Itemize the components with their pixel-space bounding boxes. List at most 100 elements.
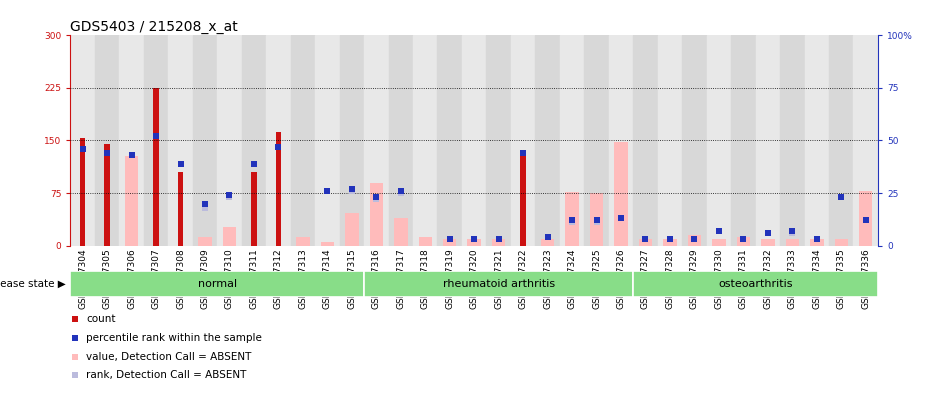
Bar [687, 235, 701, 246]
Bar [438, 35, 462, 246]
Bar [296, 237, 310, 246]
Bar [614, 142, 628, 246]
Bar [486, 35, 511, 246]
Bar [829, 35, 854, 246]
Point [858, 217, 873, 224]
Point [662, 236, 677, 242]
Bar [217, 35, 241, 246]
Point [761, 230, 776, 236]
Point [393, 190, 408, 196]
Bar [291, 35, 316, 246]
Point [736, 236, 751, 242]
Bar [492, 239, 505, 246]
Point [491, 236, 506, 242]
Bar [394, 218, 408, 246]
Point [393, 188, 408, 194]
Point [785, 230, 800, 236]
Text: rank, Detection Call = ABSENT: rank, Detection Call = ABSENT [86, 371, 246, 380]
Point [467, 236, 482, 242]
Bar [70, 35, 95, 246]
Bar [854, 35, 878, 246]
Bar [462, 35, 486, 246]
Bar [541, 239, 554, 246]
Bar [320, 242, 334, 246]
Point [271, 144, 286, 150]
Point [326, 256, 341, 263]
Bar [95, 35, 119, 246]
Point [564, 217, 579, 224]
Bar [364, 35, 389, 246]
Bar [340, 35, 364, 246]
Bar [276, 132, 281, 246]
Point [197, 200, 212, 207]
Text: disease state ▶: disease state ▶ [0, 279, 66, 289]
Text: normal: normal [198, 279, 237, 289]
Point [834, 194, 849, 200]
Bar [584, 35, 608, 246]
Bar [657, 35, 683, 246]
Point [222, 194, 237, 200]
Bar [70, 271, 364, 297]
Text: GDS5403 / 215208_x_at: GDS5403 / 215208_x_at [70, 20, 239, 34]
Point [736, 236, 751, 242]
Point [564, 219, 579, 226]
Bar [241, 35, 266, 246]
Bar [683, 35, 707, 246]
Bar [80, 138, 85, 246]
Point [326, 87, 341, 93]
Point [540, 234, 555, 241]
Bar [535, 35, 560, 246]
Point [320, 188, 335, 194]
Point [369, 196, 384, 202]
Bar [192, 35, 217, 246]
Point [491, 236, 506, 242]
Point [442, 236, 457, 242]
Bar [633, 35, 657, 246]
Bar [639, 239, 653, 246]
Bar [810, 239, 824, 246]
Point [222, 192, 237, 198]
Bar [780, 35, 805, 246]
Text: osteoarthritis: osteoarthritis [718, 279, 793, 289]
Bar [144, 35, 168, 246]
Point [638, 236, 653, 242]
Bar [104, 144, 110, 246]
Point [345, 188, 360, 194]
Point [173, 160, 188, 167]
Bar [389, 35, 413, 246]
Point [613, 215, 628, 221]
Bar [413, 35, 438, 246]
Bar [511, 35, 535, 246]
Bar [762, 239, 775, 246]
Bar [756, 35, 780, 246]
Point [100, 150, 115, 156]
Bar [443, 239, 456, 246]
Bar [707, 35, 731, 246]
Bar [468, 239, 481, 246]
Bar [560, 35, 584, 246]
Text: percentile rank within the sample: percentile rank within the sample [86, 333, 262, 343]
Point [834, 194, 849, 200]
Bar [266, 35, 291, 246]
Bar [198, 237, 212, 246]
Bar [125, 156, 138, 246]
Bar [835, 239, 848, 246]
Point [761, 230, 776, 236]
Point [638, 236, 653, 242]
Bar [370, 182, 383, 246]
Bar [252, 172, 256, 246]
Point [589, 219, 604, 226]
Text: count: count [86, 314, 115, 325]
Point [246, 160, 261, 167]
Bar [565, 192, 578, 246]
Bar [590, 193, 603, 246]
Bar [419, 237, 432, 246]
Point [467, 236, 482, 242]
Point [345, 186, 360, 192]
Point [148, 133, 163, 140]
Point [809, 236, 824, 242]
Bar [805, 35, 829, 246]
Bar [633, 271, 878, 297]
Point [540, 234, 555, 241]
Point [516, 150, 531, 156]
